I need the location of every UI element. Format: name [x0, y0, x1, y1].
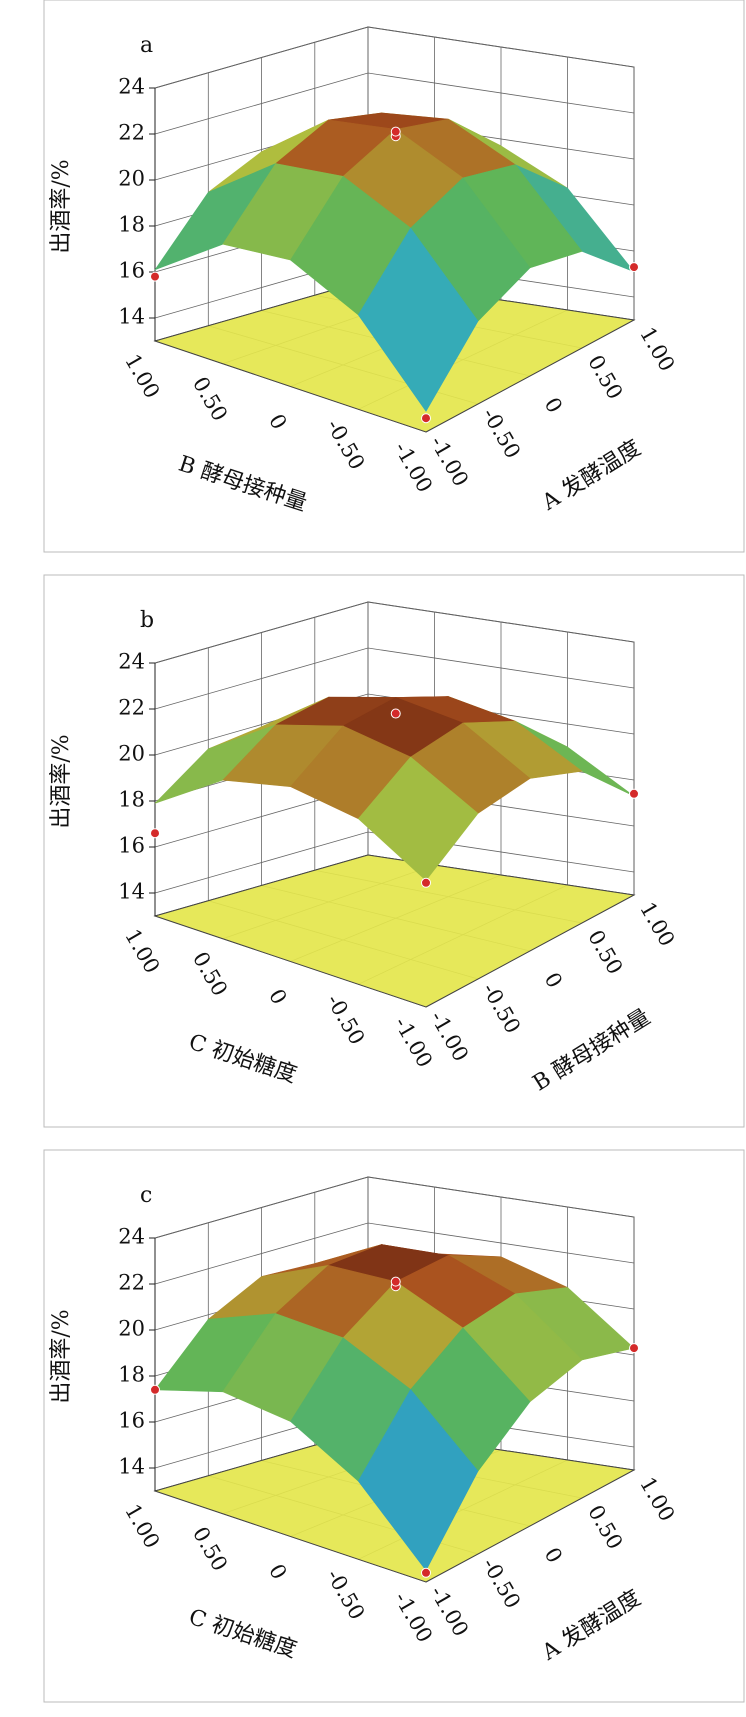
z-tick-label: 22 [118, 121, 145, 145]
z-tick-label: 14 [118, 880, 145, 904]
z-tick-label: 20 [118, 167, 145, 191]
design-point [629, 262, 639, 273]
design-point [390, 1276, 401, 1287]
z-tick-label: 18 [118, 1363, 145, 1387]
design-point [390, 708, 401, 719]
design-point [390, 126, 401, 137]
z-tick-label: 24 [118, 75, 145, 99]
surface-patch [357, 756, 479, 881]
panel-label: a [140, 33, 153, 58]
z-tick-label: 24 [118, 650, 145, 674]
z-tick-label: 16 [118, 259, 145, 283]
design-point [629, 788, 639, 799]
panel-label: b [140, 608, 154, 633]
design-point [421, 877, 431, 888]
surface-patch [357, 1388, 479, 1572]
design-point [629, 1343, 639, 1354]
z-axis-label: 出酒率/% [49, 159, 74, 253]
z-tick-label: 14 [118, 305, 145, 329]
z-axis-label: 出酒率/% [49, 734, 74, 828]
z-tick-label: 18 [118, 788, 145, 812]
surface-patch [357, 227, 479, 412]
floor [153, 854, 636, 1008]
z-tick-label: 22 [118, 696, 145, 720]
z-tick-label: 14 [118, 1455, 145, 1479]
design-point [150, 271, 160, 282]
design-point [421, 413, 431, 424]
design-point [150, 828, 160, 839]
z-tick-label: 20 [118, 742, 145, 766]
design-point [150, 1384, 160, 1395]
z-tick-label: 18 [118, 213, 145, 237]
z-tick-label: 22 [118, 1271, 145, 1295]
z-axis-label: 出酒率/% [49, 1309, 74, 1403]
z-tick-label: 16 [118, 1409, 145, 1433]
panel-label: c [140, 1183, 152, 1208]
z-tick-label: 16 [118, 834, 145, 858]
z-tick-label: 20 [118, 1317, 145, 1341]
z-tick-label: 24 [118, 1225, 145, 1249]
design-point [421, 1567, 431, 1578]
